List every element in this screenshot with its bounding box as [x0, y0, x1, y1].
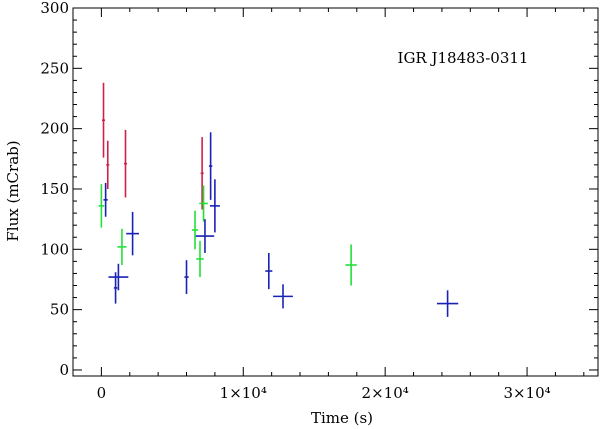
y-tick-label: 200	[40, 120, 69, 138]
data-point	[184, 260, 189, 294]
series-2	[103, 132, 459, 317]
x-axis-label: Time (s)	[311, 409, 373, 427]
series-0	[102, 82, 204, 210]
y-tick-label: 150	[40, 180, 69, 198]
data-point	[273, 284, 293, 309]
data-point	[191, 210, 199, 250]
data-point	[209, 179, 220, 233]
data-point	[117, 228, 127, 265]
y-tick-label: 250	[40, 59, 69, 77]
data-point	[124, 129, 127, 198]
data-point	[102, 82, 106, 158]
chart-annotation: IGR J18483-0311	[398, 49, 529, 67]
data-point	[208, 132, 213, 200]
data-marks	[98, 82, 459, 317]
data-point	[98, 184, 105, 228]
axes: 0 50 100 150 200 250 300 0 1×10⁴ 2×10⁴ 3×10⁴	[40, 0, 599, 402]
data-point	[106, 140, 110, 189]
y-tick-label: 300	[40, 0, 69, 17]
data-point	[126, 211, 139, 256]
data-point	[199, 185, 208, 222]
data-point	[103, 182, 108, 217]
y-tick-label: 100	[40, 240, 69, 258]
x-tick-label: 1×10⁴	[220, 384, 267, 402]
y-axis-label: Flux (mCrab)	[4, 140, 22, 241]
y-tick-label: 50	[50, 301, 69, 319]
data-point	[195, 219, 215, 253]
x-tick-label: 3×10⁴	[503, 384, 550, 402]
data-point	[345, 244, 357, 286]
series-1	[98, 184, 357, 286]
x-tick-label: 0	[97, 384, 107, 402]
data-point	[196, 240, 204, 278]
data-point	[265, 252, 273, 290]
y-tick-label: 0	[59, 361, 69, 379]
data-point	[113, 272, 118, 304]
data-point	[200, 137, 204, 210]
plot-frame	[72, 7, 599, 377]
x-tick-label: 2×10⁴	[362, 384, 409, 402]
data-point	[436, 290, 459, 317]
data-point	[108, 263, 129, 291]
